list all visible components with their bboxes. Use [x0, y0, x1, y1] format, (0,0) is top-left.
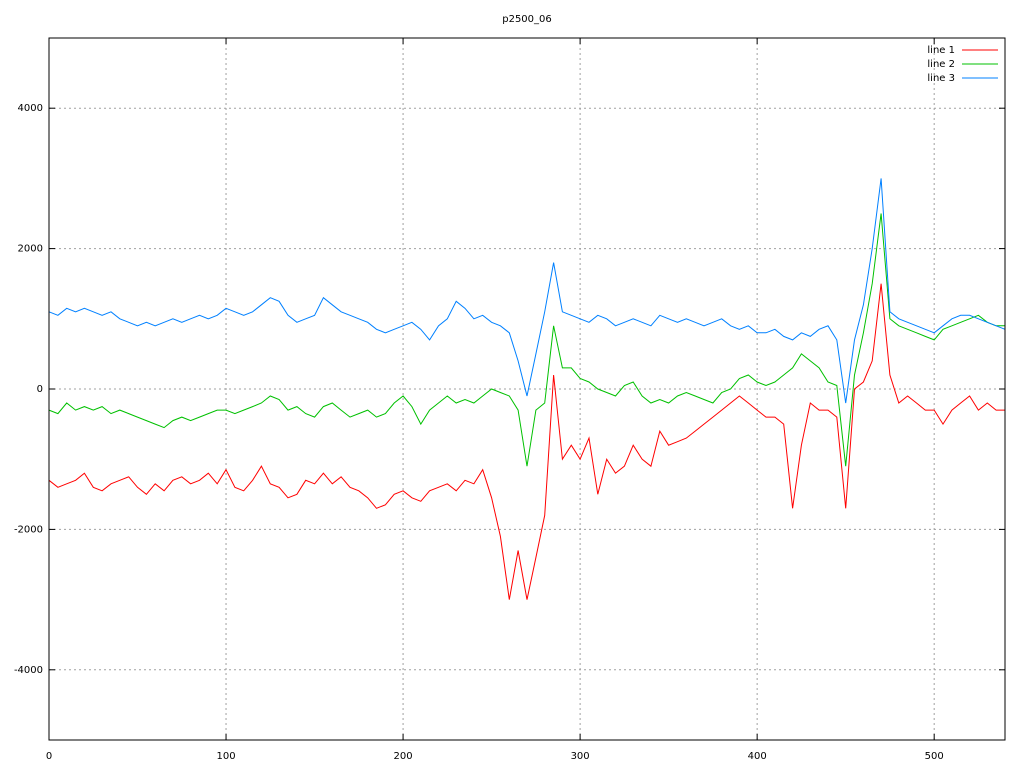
y-tick-label: -4000: [14, 665, 43, 676]
y-tick-label: 0: [37, 384, 43, 395]
y-tick-label: -2000: [14, 524, 43, 535]
y-tick-label: 2000: [18, 244, 43, 255]
y-tick-label: 4000: [18, 103, 43, 114]
data-line: [48, 178, 1006, 404]
legend-label: line 3: [927, 73, 955, 84]
data-line: [48, 283, 1005, 600]
legend-label: line 2: [927, 59, 955, 70]
x-tick-label: 500: [925, 751, 944, 762]
x-tick-label: 100: [216, 751, 235, 762]
x-tick-label: 200: [394, 751, 413, 762]
x-tick-label: 400: [748, 751, 767, 762]
legend-label: line 1: [927, 45, 955, 56]
plot-border: [48, 37, 1006, 741]
x-tick-label: 0: [46, 751, 52, 762]
data-line: [48, 213, 1005, 467]
x-tick-label: 300: [571, 751, 590, 762]
chart-title: p2500_06: [502, 14, 552, 25]
